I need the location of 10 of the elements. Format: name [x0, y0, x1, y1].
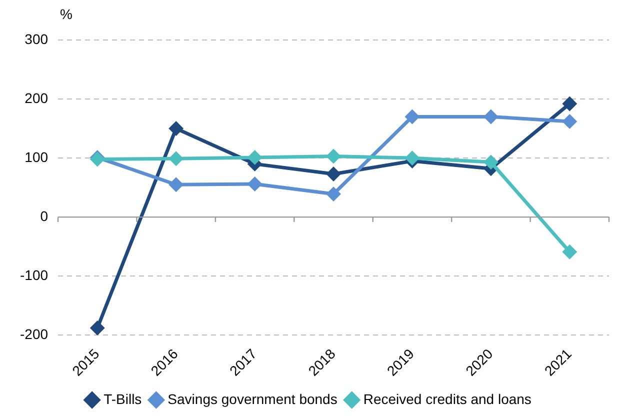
y-tick-label: 100: [24, 148, 48, 165]
legend-label: Received credits and loans: [363, 390, 532, 407]
y-tick-label: 300: [24, 30, 48, 47]
legend-label: T-Bills: [104, 390, 142, 407]
legend-label: Savings government bonds: [168, 390, 338, 407]
y-tick-label: 0: [40, 208, 48, 224]
y-tick-label: -100: [20, 266, 48, 283]
y-tick-label: -200: [20, 326, 48, 342]
y-axis-title: %: [60, 6, 72, 22]
y-tick-label: 200: [24, 90, 48, 106]
